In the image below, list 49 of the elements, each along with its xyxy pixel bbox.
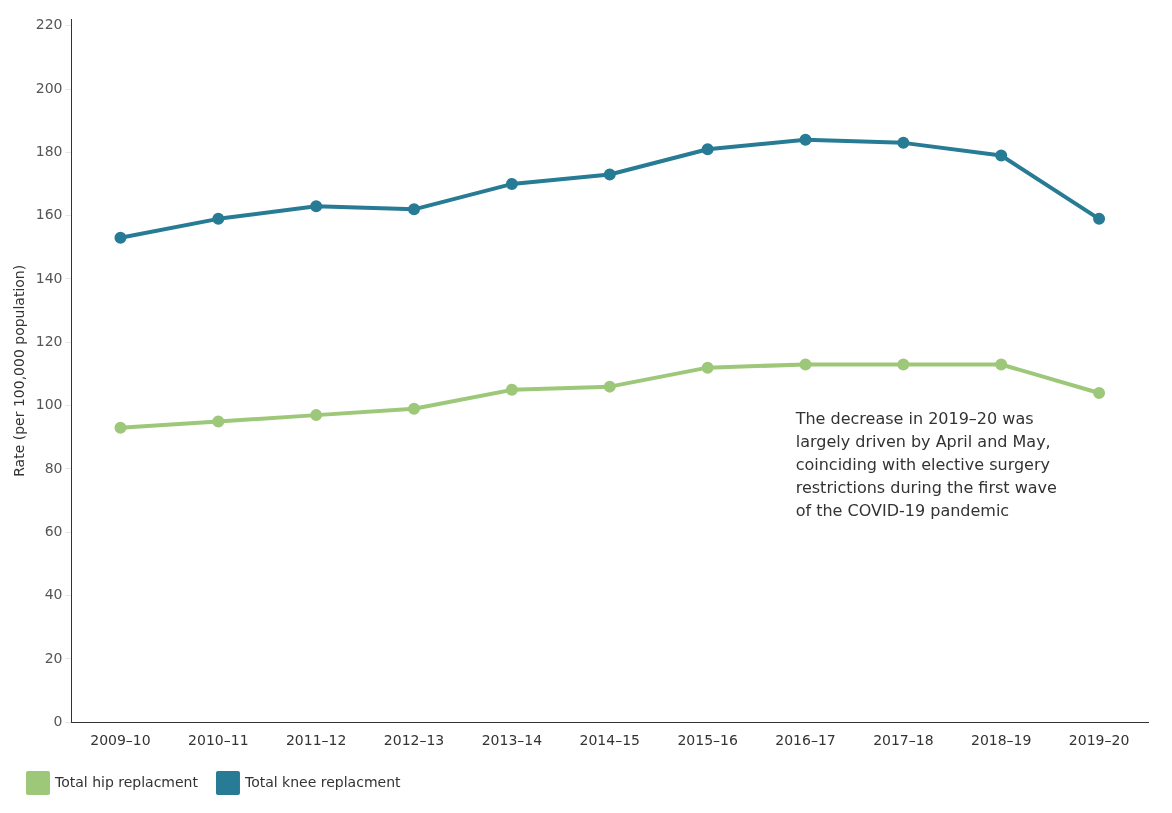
y-tick-label: 140 — [35, 269, 63, 286]
x-tick-label: 2013–14 — [481, 732, 543, 749]
point — [897, 136, 910, 149]
y-tick-label: 220 — [35, 16, 63, 33]
point — [799, 358, 812, 371]
y-tick-label: 180 — [35, 143, 63, 159]
point — [408, 203, 421, 216]
x-tick-label: 2017–18 — [873, 732, 934, 749]
legend-label: Total hip replacment — [54, 773, 199, 790]
legend-label: Total knee replacment — [243, 773, 402, 790]
x-tick-label: 2012–13 — [383, 732, 445, 749]
point — [701, 143, 714, 156]
y-axis-title: Rate (per 100,000 population) — [11, 264, 28, 477]
point — [212, 212, 225, 225]
y-tick-label: 100 — [35, 396, 63, 413]
point — [408, 402, 421, 415]
y-tick-label: 40 — [44, 586, 63, 603]
y-tick-label: 60 — [44, 522, 63, 539]
point — [995, 149, 1008, 162]
x-tick-label: 2014–15 — [579, 732, 640, 749]
point — [897, 358, 910, 371]
y-tick-label: 160 — [35, 206, 63, 223]
y-tick-label: 20 — [44, 649, 63, 666]
y-tick-label: 120 — [35, 332, 63, 349]
point — [505, 383, 518, 396]
y-tick-label: 200 — [35, 79, 63, 96]
point — [114, 231, 127, 244]
x-tick-label: 2018–19 — [970, 732, 1032, 749]
point — [1093, 386, 1106, 399]
point — [799, 133, 812, 146]
x-tick-label: 2010–11 — [188, 732, 249, 749]
point — [701, 361, 714, 374]
point — [995, 358, 1008, 371]
point — [310, 409, 323, 422]
point — [603, 380, 616, 393]
point — [603, 168, 616, 181]
point — [505, 178, 518, 191]
point — [1093, 212, 1106, 225]
point — [114, 421, 127, 434]
annotation: The decrease in 2019–20 was largely driven by April and May, coinciding with elective surgery restrictions during the first wave of the COVID-19 pandemic — [794, 409, 1057, 521]
x-tick-label: 2015–16 — [677, 732, 738, 749]
y-tick-label: 80 — [44, 459, 63, 476]
y-tick-label: 0 — [53, 712, 63, 729]
x-tick-label: 2009–10 — [90, 732, 151, 749]
point — [212, 415, 225, 428]
x-tick-label: 2011–12 — [285, 732, 347, 749]
x-tick-label: 2019–20 — [1068, 732, 1130, 749]
point — [310, 200, 323, 213]
x-tick-label: 2016–17 — [775, 732, 836, 749]
